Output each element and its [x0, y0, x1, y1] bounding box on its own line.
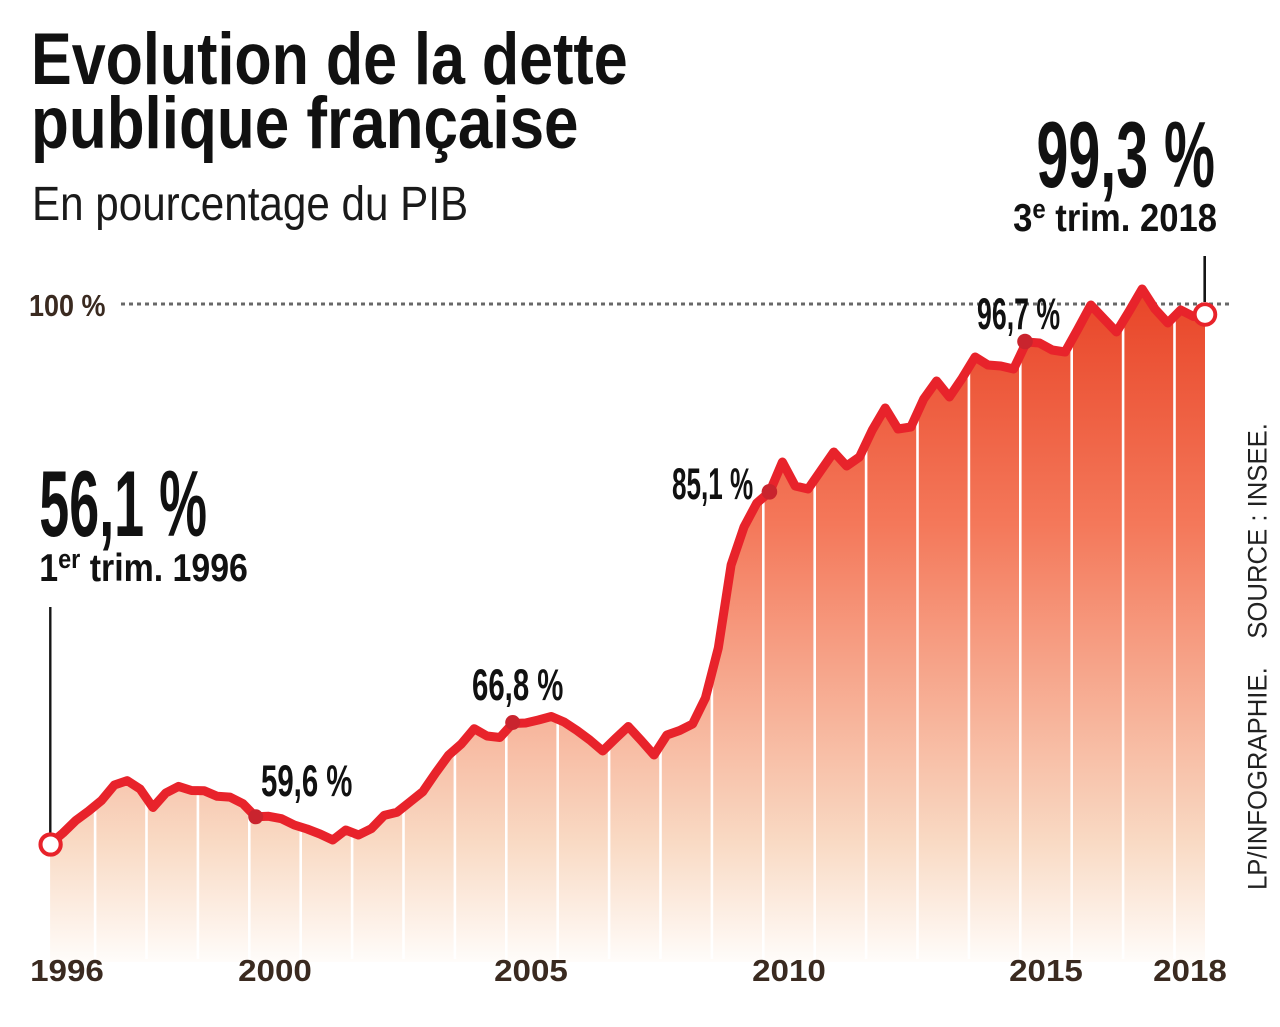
- svg-text:En pourcentage du PIB: En pourcentage du PIB: [32, 176, 468, 230]
- svg-text:85,1 %: 85,1 %: [672, 459, 753, 509]
- svg-text:LP/INFOGRAPHIE. SOURCE : IN: LP/INFOGRAPHIE. SOURCE : INSEE.: [1242, 423, 1272, 890]
- svg-text:1996: 1996: [30, 953, 104, 988]
- svg-text:2015: 2015: [1009, 953, 1083, 988]
- svg-text:2010: 2010: [752, 953, 826, 988]
- svg-text:56,1 %: 56,1 %: [39, 453, 207, 557]
- svg-text:66,8 %: 66,8 %: [472, 660, 563, 710]
- svg-text:publique française: publique française: [31, 83, 579, 164]
- svg-text:3e trim. 2018: 3e trim. 2018: [1013, 195, 1217, 240]
- svg-text:59,6 %: 59,6 %: [261, 756, 352, 806]
- svg-text:2000: 2000: [238, 953, 312, 988]
- svg-text:99,3 %: 99,3 %: [1037, 104, 1215, 208]
- svg-text:2005: 2005: [494, 953, 568, 988]
- svg-text:100 %: 100 %: [29, 289, 106, 323]
- svg-text:Evolution de la dette: Evolution de la dette: [31, 19, 628, 100]
- svg-text:2018: 2018: [1153, 953, 1227, 988]
- svg-text:96,7 %: 96,7 %: [977, 289, 1060, 339]
- svg-text:1er trim. 1996: 1er trim. 1996: [39, 545, 248, 590]
